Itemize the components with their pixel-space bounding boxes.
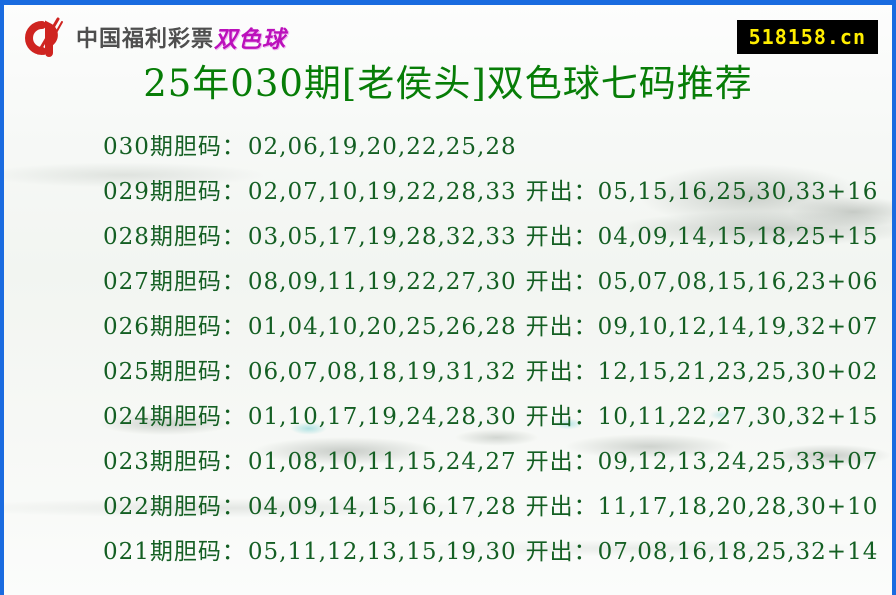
draw-label: 开出： <box>525 314 598 340</box>
dan-numbers: 06,07,08,18,19,31,32 <box>247 359 517 385</box>
draw-numbers: 09,10,12,14,19,32+07 <box>597 314 879 340</box>
dan-numbers: 01,08,10,11,15,24,27 <box>247 449 517 475</box>
dan-numbers: 01,10,17,19,24,28,30 <box>247 404 517 430</box>
period-label: 024期胆码： <box>103 404 246 430</box>
dan-numbers: 05,11,12,13,15,19,30 <box>247 539 517 565</box>
draw-numbers: 09,12,13,24,25,33+07 <box>597 449 879 475</box>
period-label: 027期胆码： <box>103 269 246 295</box>
page-header: 中国福利彩票 双色球 518158.cn <box>4 5 892 63</box>
list-item: 022期胆码：04,09,14,15,16,17,28 开出：11,17,18,2… <box>103 485 883 530</box>
draw-label: 开出： <box>525 449 598 475</box>
draw-numbers: 05,07,08,15,16,23+06 <box>597 269 879 295</box>
draw-label: 开出： <box>525 224 598 250</box>
draw-numbers: 05,15,16,25,30,33+16 <box>597 179 879 205</box>
page-title: 25年030期[老侯头]双色球七码推荐 <box>143 62 753 105</box>
list-item: 028期胆码：03,05,17,19,28,32,33 开出：04,09,14,1… <box>103 215 883 260</box>
period-label: 026期胆码： <box>103 314 246 340</box>
draw-label: 开出： <box>525 404 598 430</box>
list-item: 029期胆码：02,07,10,19,22,28,33 开出：05,15,16,2… <box>103 170 883 215</box>
recommendation-list: 030期胆码：02,06,19,20,22,25,28 029期胆码：02,07… <box>103 125 883 575</box>
draw-label: 开出： <box>525 359 598 385</box>
brand-product-name: 双色球 <box>214 26 287 52</box>
period-label: 028期胆码： <box>103 224 246 250</box>
dan-numbers: 03,05,17,19,28,32,33 <box>247 224 517 250</box>
draw-numbers: 12,15,21,23,25,30+02 <box>597 359 879 385</box>
dan-numbers: 02,06,19,20,22,25,28 <box>247 134 517 160</box>
period-label: 022期胆码： <box>103 494 246 520</box>
period-label: 029期胆码： <box>103 179 246 205</box>
draw-numbers: 04,09,14,15,18,25+15 <box>597 224 879 250</box>
period-label: 030期胆码： <box>103 134 246 160</box>
dan-numbers: 04,09,14,15,16,17,28 <box>247 494 517 520</box>
dan-numbers: 02,07,10,19,22,28,33 <box>247 179 517 205</box>
dan-numbers: 08,09,11,19,22,27,30 <box>247 269 517 295</box>
draw-numbers: 11,17,18,20,28,30+10 <box>597 494 879 520</box>
list-item: 027期胆码：08,09,11,19,22,27,30 开出：05,07,08,1… <box>103 260 883 305</box>
china-welfare-lottery-logo-icon <box>22 13 68 61</box>
dan-numbers: 01,04,10,20,25,26,28 <box>247 314 517 340</box>
list-item: 024期胆码：01,10,17,19,24,28,30 开出：10,11,22,2… <box>103 395 883 440</box>
draw-numbers: 07,08,16,18,25,32+14 <box>597 539 879 565</box>
list-item: 030期胆码：02,06,19,20,22,25,28 <box>103 125 883 170</box>
list-item: 026期胆码：01,04,10,20,25,26,28 开出：09,10,12,1… <box>103 305 883 350</box>
period-label: 023期胆码： <box>103 449 246 475</box>
brand: 中国福利彩票 双色球 <box>22 13 286 61</box>
draw-numbers: 10,11,22,27,30,32+15 <box>597 404 879 430</box>
list-item: 021期胆码：05,11,12,13,15,19,30 开出：07,08,16,1… <box>103 530 883 575</box>
draw-label: 开出： <box>525 539 598 565</box>
period-label: 021期胆码： <box>103 539 246 565</box>
draw-label: 开出： <box>525 494 598 520</box>
list-item: 023期胆码：01,08,10,11,15,24,27 开出：09,12,13,2… <box>103 440 883 485</box>
draw-label: 开出： <box>525 179 598 205</box>
list-item: 025期胆码：06,07,08,18,19,31,32 开出：12,15,21,2… <box>103 350 883 395</box>
period-label: 025期胆码： <box>103 359 246 385</box>
draw-label: 开出： <box>525 269 598 295</box>
brand-name: 中国福利彩票 <box>76 26 215 51</box>
site-url-badge[interactable]: 518158.cn <box>736 20 878 54</box>
